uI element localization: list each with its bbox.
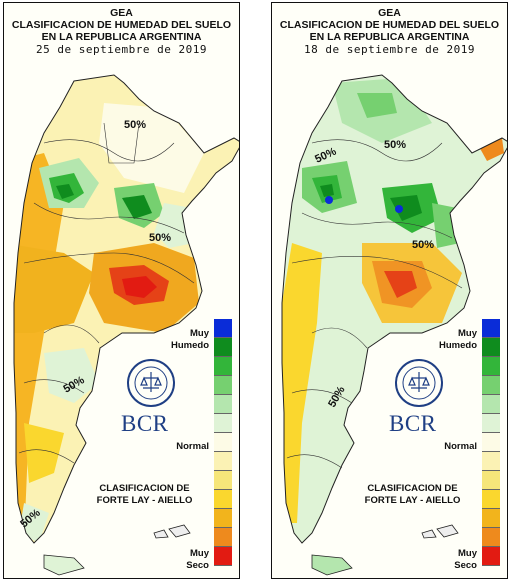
legend-label-dry: Muy Seco bbox=[454, 548, 477, 571]
contour-label: 50% bbox=[124, 119, 146, 131]
map-panel-right: 50% 50% 50% 50% GEA CLASIFICACION DE HUM… bbox=[271, 2, 508, 579]
bcr-logo: BCR bbox=[121, 411, 169, 436]
map-title: CLASIFICACION DE HUMEDAD DEL SUELO bbox=[279, 19, 500, 31]
map-date: 25 de septiembre de 2019 bbox=[36, 43, 207, 56]
legend-swatch bbox=[214, 414, 232, 433]
legend-label-normal: Normal bbox=[176, 441, 209, 452]
very-wet-spot bbox=[325, 196, 333, 204]
contour-label: 50% bbox=[412, 239, 434, 251]
legend-label-normal: Normal bbox=[444, 441, 477, 452]
argentina-soil-moisture-map: 50% 50% 50% 50% bbox=[281, 74, 507, 576]
very-wet-spot bbox=[395, 205, 403, 213]
legend-label-wet: Muy Humedo bbox=[439, 328, 477, 351]
legend-swatch bbox=[482, 395, 500, 414]
map-panel-left: 50% 50% 50% 50% GEA CLASIFICACION DE HUM… bbox=[3, 2, 240, 579]
malvinas-islands bbox=[153, 524, 191, 539]
bcr-seal-icon bbox=[127, 359, 175, 407]
legend-swatch bbox=[214, 395, 232, 414]
map-subtitle: EN LA REPUBLICA ARGENTINA bbox=[309, 31, 470, 43]
map-title: CLASIFICACION DE HUMEDAD DEL SUELO bbox=[11, 19, 232, 31]
legend-swatch bbox=[214, 547, 232, 566]
legend-swatch bbox=[482, 357, 500, 376]
legend-swatch bbox=[214, 528, 232, 547]
legend-label-wet: Muy Humedo bbox=[171, 328, 209, 351]
tierra-del-fuego bbox=[311, 554, 353, 576]
legend-swatch bbox=[214, 376, 232, 395]
legend-swatch bbox=[214, 452, 232, 471]
legend-swatch bbox=[214, 490, 232, 509]
legend-swatch bbox=[214, 433, 232, 452]
malvinas-islands bbox=[421, 524, 459, 539]
bcr-logo: BCR bbox=[389, 411, 437, 436]
contour-label: 50% bbox=[384, 139, 406, 151]
map-subtitle: EN LA REPUBLICA ARGENTINA bbox=[41, 31, 202, 43]
legend-swatch bbox=[482, 490, 500, 509]
legend-color-scale bbox=[482, 319, 500, 566]
legend-color-scale bbox=[214, 319, 232, 566]
legend-swatch bbox=[214, 471, 232, 490]
legend-swatch bbox=[482, 509, 500, 528]
legend-swatch bbox=[482, 547, 500, 566]
map-date: 18 de septiembre de 2019 bbox=[304, 43, 475, 56]
legend-swatch bbox=[482, 414, 500, 433]
credits: CLASIFICACION DE FORTE LAY - AIELLO bbox=[96, 483, 193, 506]
legend-swatch bbox=[482, 376, 500, 395]
legend-swatch bbox=[482, 319, 500, 338]
legend-label-dry: Muy Seco bbox=[186, 548, 209, 571]
legend-swatch bbox=[214, 338, 232, 357]
legend-swatch bbox=[214, 509, 232, 528]
legend-swatch bbox=[214, 319, 232, 338]
legend-swatch bbox=[482, 452, 500, 471]
bcr-seal-icon bbox=[395, 359, 443, 407]
tierra-del-fuego bbox=[43, 554, 85, 576]
org-title: GEA bbox=[110, 7, 133, 19]
legend-swatch bbox=[482, 471, 500, 490]
legend-swatch bbox=[214, 357, 232, 376]
argentina-soil-moisture-map: 50% 50% 50% 50% bbox=[13, 74, 239, 576]
legend-swatch bbox=[482, 528, 500, 547]
contour-label: 50% bbox=[149, 232, 171, 244]
legend-swatch bbox=[482, 338, 500, 357]
org-title: GEA bbox=[378, 7, 401, 19]
credits: CLASIFICACION DE FORTE LAY - AIELLO bbox=[364, 483, 461, 506]
legend-swatch bbox=[482, 433, 500, 452]
